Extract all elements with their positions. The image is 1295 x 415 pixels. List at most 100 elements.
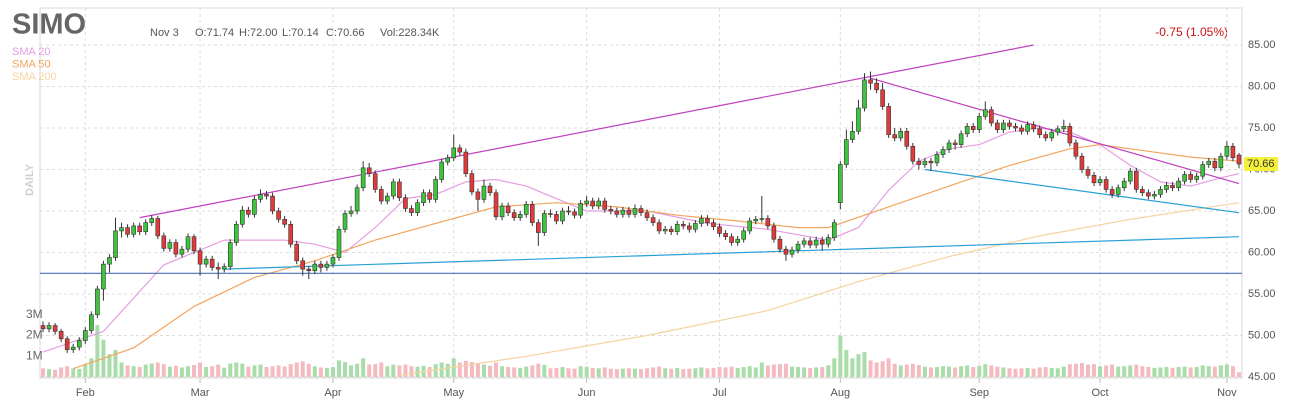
volume-bar: [542, 364, 547, 377]
volume-bar: [820, 367, 825, 377]
volume-bar: [355, 363, 360, 377]
candle-body: [1164, 184, 1169, 190]
candle-body: [439, 161, 444, 180]
candle-body: [813, 239, 819, 246]
candle-body: [729, 236, 734, 243]
volume-bar: [711, 367, 716, 377]
volume-bar: [149, 363, 154, 377]
candle-body: [119, 227, 124, 232]
candle-body: [306, 268, 312, 272]
candle-body: [928, 160, 934, 164]
candle-body: [1109, 189, 1115, 195]
candle-body: [1061, 126, 1067, 130]
candle-body: [451, 147, 457, 159]
candle-body: [1115, 187, 1121, 195]
candle-body: [596, 200, 602, 207]
candle-body: [415, 202, 420, 213]
candle-body: [1176, 180, 1181, 189]
candle-body: [469, 173, 475, 193]
volume-bar: [790, 366, 794, 377]
candle-body: [113, 230, 118, 258]
volume-bar: [566, 368, 571, 377]
volume-bar: [965, 365, 970, 377]
candle-body: [427, 192, 432, 200]
volume-bar: [765, 365, 770, 377]
candle-body: [825, 237, 831, 245]
lines-layer: [40, 44, 1242, 376]
volume-bar: [228, 363, 233, 377]
candle-body: [1206, 160, 1212, 165]
candle-body: [493, 192, 499, 218]
volume-bar: [518, 367, 523, 377]
candle-body: [1170, 184, 1175, 189]
volume-bar: [318, 367, 323, 377]
volume-bar: [1134, 364, 1139, 377]
candle-body: [1037, 128, 1042, 135]
candle-body: [348, 210, 354, 214]
candle-body: [227, 242, 233, 267]
volume-bar: [850, 358, 855, 377]
candle-body: [475, 191, 481, 200]
trendline: [139, 44, 1034, 219]
candle-body: [197, 250, 203, 265]
x-tick-label: Aug: [831, 387, 851, 399]
candle-body: [64, 338, 70, 350]
candle-body: [741, 230, 746, 240]
volume-bar: [1206, 366, 1211, 377]
candle-body: [626, 209, 632, 215]
candle-body: [173, 242, 179, 255]
candle-body: [844, 139, 849, 165]
candle-body: [1146, 192, 1151, 197]
volume-bar: [524, 366, 529, 377]
volume-bar: [1067, 364, 1072, 377]
candle-body: [795, 243, 801, 251]
volume-bar: [1200, 365, 1205, 377]
volume-bar: [989, 365, 994, 377]
volume-bar: [276, 365, 281, 377]
volume-bar: [548, 368, 553, 377]
volume-bar: [1230, 366, 1235, 377]
volume-tick-label: 1M: [26, 348, 43, 362]
volume-bar: [137, 367, 142, 377]
candle-body: [354, 187, 360, 212]
candle-body: [221, 266, 227, 270]
volume-bar: [367, 364, 372, 377]
candle-body: [608, 209, 614, 212]
volume-bar: [741, 367, 746, 377]
candle-body: [970, 126, 976, 130]
candle-body: [463, 151, 469, 174]
volume-bar: [632, 368, 637, 377]
candle-body: [964, 126, 970, 135]
x-tick-label: Mar: [191, 387, 210, 399]
candle-body: [650, 217, 656, 223]
volume-bar: [747, 366, 752, 377]
candle-body: [270, 195, 275, 212]
candle-body: [723, 233, 728, 238]
x-tick-label: Oct: [1091, 387, 1108, 399]
trendline: [224, 236, 1240, 270]
volume-bar: [729, 366, 734, 377]
candle-body: [940, 149, 946, 155]
volume-bar: [379, 362, 384, 377]
volume-bar: [161, 364, 166, 377]
volume-bar: [185, 366, 190, 377]
volume-bar: [1152, 367, 1157, 377]
volume-bar: [614, 369, 619, 377]
candle-body: [1121, 180, 1127, 189]
volume-bar: [258, 364, 263, 377]
volume-bar: [959, 366, 964, 377]
volume-bar: [475, 363, 480, 377]
candle-body: [288, 223, 293, 245]
close-text: C:70.66: [326, 27, 365, 39]
candle-body: [916, 160, 922, 165]
candle-body: [886, 106, 891, 135]
candle-body: [215, 267, 221, 270]
volume-bar: [343, 362, 348, 377]
volume-bar: [506, 367, 511, 377]
volume-bar: [512, 367, 517, 377]
candle-body: [1140, 189, 1145, 194]
volume-bar: [216, 364, 221, 377]
candle-body: [46, 325, 52, 330]
volume-bar: [934, 367, 939, 377]
candle-body: [487, 185, 493, 194]
